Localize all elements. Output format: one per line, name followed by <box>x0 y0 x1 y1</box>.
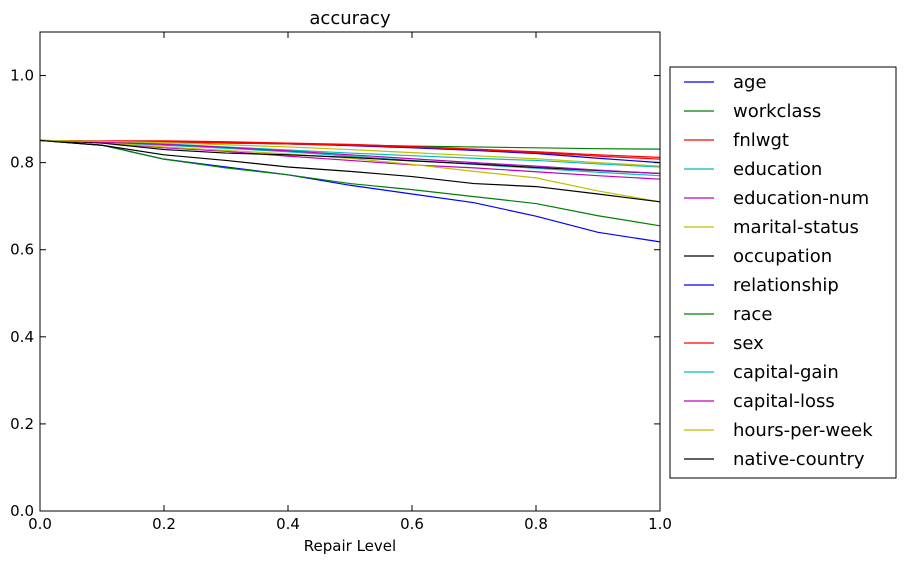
series-line-race <box>39 139 661 227</box>
series-line-occupation <box>39 139 661 175</box>
legend-label: workclass <box>733 101 821 122</box>
legend-label: native-country <box>733 449 865 470</box>
legend: age workclass fnlwgt education education-num… <box>669 66 897 479</box>
plot-frame <box>39 31 661 512</box>
legend-item-education-num: education-num <box>684 188 869 209</box>
legend-label: education <box>733 159 822 180</box>
legend-item-race: race <box>684 304 772 325</box>
legend-item-occupation: occupation <box>684 246 832 267</box>
axis-tick-labels: 0.0 0.2 0.4 0.6 0.8 1.0 0.0 0.2 0.4 0.6 0.8 1.0 <box>10 67 672 533</box>
legend-label: relationship <box>733 275 839 296</box>
x-tick-label: 0.2 <box>152 515 176 533</box>
legend-item-capital-gain: capital-gain <box>684 362 839 383</box>
x-tick-label: 1.0 <box>648 515 672 533</box>
y-tick-label: 1.0 <box>10 67 34 85</box>
axis-ticks <box>39 32 661 512</box>
legend-item-workclass: workclass <box>684 101 821 122</box>
legend-box <box>669 66 897 479</box>
legend-label: age <box>733 72 767 93</box>
series-line-native-country <box>39 139 661 203</box>
x-axis-label: Repair Level <box>304 537 396 555</box>
legend-label: hours-per-week <box>733 420 873 441</box>
plot-lines <box>39 139 661 243</box>
legend-label: fnlwgt <box>733 130 789 151</box>
chart-title: accuracy <box>309 8 391 29</box>
x-tick-label: 0.6 <box>400 515 424 533</box>
legend-item-capital-loss: capital-loss <box>684 391 835 412</box>
legend-label: occupation <box>733 246 832 267</box>
y-tick-label: 0.2 <box>10 415 34 433</box>
legend-items: age workclass fnlwgt education education-num… <box>684 72 873 470</box>
y-tick-label: 0.8 <box>10 154 34 172</box>
y-tick-label: 0.0 <box>10 502 34 520</box>
legend-label: race <box>733 304 772 325</box>
legend-item-fnlwgt: fnlwgt <box>684 130 789 151</box>
series-line-hours-per-week <box>39 139 661 167</box>
legend-item-sex: sex <box>684 333 764 354</box>
x-tick-label: 0.4 <box>276 515 300 533</box>
legend-item-relationship: relationship <box>684 275 839 296</box>
legend-label: capital-loss <box>733 391 835 412</box>
legend-item-hours-per-week: hours-per-week <box>684 420 873 441</box>
series-line-sex <box>39 139 661 159</box>
legend-item-age: age <box>684 72 767 93</box>
series-line-marital-status <box>39 139 661 203</box>
x-tick-label: 0.0 <box>28 515 52 533</box>
legend-label: capital-gain <box>733 362 839 383</box>
legend-label: marital-status <box>733 217 859 238</box>
legend-label: sex <box>733 333 764 354</box>
legend-label: education-num <box>733 188 869 209</box>
y-tick-label: 0.4 <box>10 328 34 346</box>
legend-item-marital-status: marital-status <box>684 217 859 238</box>
x-tick-label: 0.8 <box>524 515 548 533</box>
legend-item-native-country: native-country <box>684 449 865 470</box>
legend-item-education: education <box>684 159 822 180</box>
y-tick-label: 0.6 <box>10 241 34 259</box>
series-line-capital-loss <box>39 139 661 175</box>
